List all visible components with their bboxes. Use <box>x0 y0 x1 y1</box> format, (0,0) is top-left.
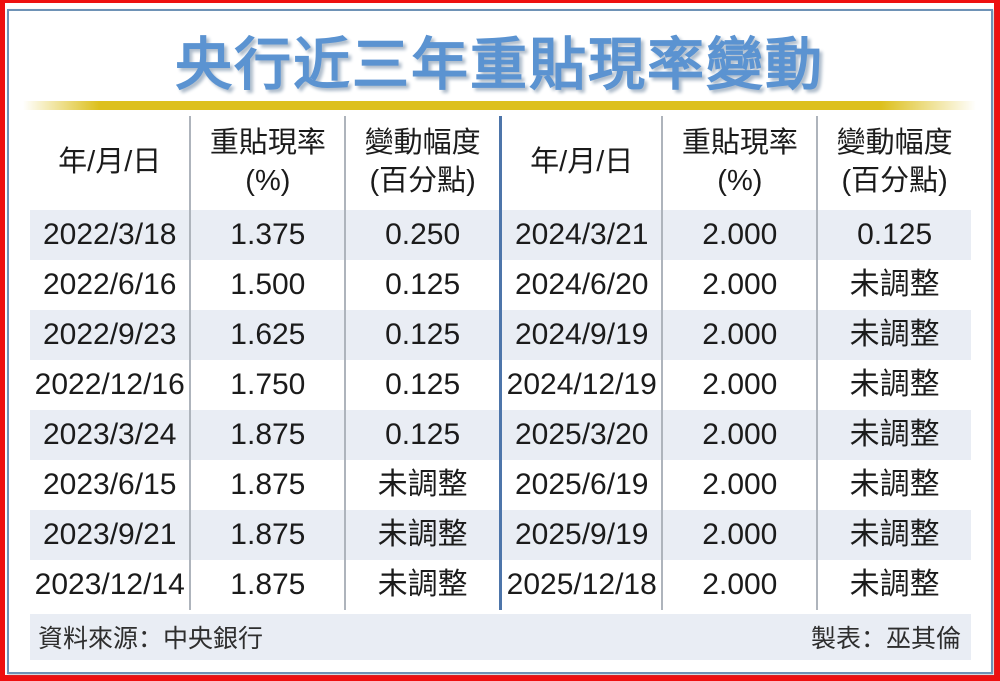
table-header-right: 年/月/日 重貼現率 (%) 變動幅度 (百分點) <box>502 116 971 210</box>
cell-rate: 1.875 <box>189 410 344 460</box>
cell-date: 2025/12/18 <box>506 568 657 601</box>
table-row: 2025/3/20 2.000 未調整 <box>502 410 971 460</box>
cell-rate: 1.375 <box>189 210 344 260</box>
table-row: 2025/12/18 2.000 未調整 <box>502 560 971 610</box>
table-row: 2024/3/21 2.000 0.125 <box>502 210 971 260</box>
cell-change: 未調整 <box>816 560 971 610</box>
header-date: 年/月/日 <box>502 116 661 210</box>
cell-rate: 1.875 <box>189 460 344 510</box>
table-left-half: 年/月/日 重貼現率 (%) 變動幅度 (百分點) 2022/3/18 1.37… <box>30 116 499 610</box>
table-rows-right: 2024/3/21 2.000 0.125 2024/6/20 2.000 未調… <box>502 210 971 610</box>
table-row: 2022/3/18 1.375 0.250 <box>30 210 499 260</box>
header-rate-line1: 重貼現率 <box>209 127 326 160</box>
table-row: 2025/9/19 2.000 未調整 <box>502 510 971 560</box>
cell-change: 未調整 <box>344 510 499 560</box>
cell-date: 2024/9/19 <box>514 318 649 351</box>
cell-rate: 1.875 <box>189 510 344 560</box>
header-date: 年/月/日 <box>30 116 189 210</box>
header-change: 變動幅度 (百分點) <box>344 116 499 210</box>
header-change-line1: 變動幅度 <box>364 127 481 160</box>
cell-change: 0.125 <box>816 210 971 260</box>
cell-change: 未調整 <box>816 460 971 510</box>
cell-date: 2022/9/23 <box>42 318 177 351</box>
header-date-label: 年/月/日 <box>530 146 634 179</box>
table-row: 2023/12/14 1.875 未調整 <box>30 560 499 610</box>
cell-date: 2023/6/15 <box>42 468 177 501</box>
table-header-left: 年/月/日 重貼現率 (%) 變動幅度 (百分點) <box>30 116 499 210</box>
content-panel: 央行近三年重貼現率變動 年/月/日 重貼現率 (%) 變動幅度 (百分點) <box>5 3 994 675</box>
header-rate: 重貼現率 (%) <box>189 116 344 210</box>
cell-change: 未調整 <box>816 410 971 460</box>
table-row: 2022/12/16 1.750 0.125 <box>30 360 499 410</box>
header-rate-line2: (%) <box>717 165 763 197</box>
cell-rate: 2.000 <box>661 260 816 310</box>
cell-date: 2023/9/21 <box>42 518 177 551</box>
cell-change: 未調整 <box>816 360 971 410</box>
header-date-label: 年/月/日 <box>58 146 162 179</box>
cell-date: 2024/12/19 <box>506 368 657 401</box>
cell-rate: 1.875 <box>189 560 344 610</box>
cell-change: 未調整 <box>344 560 499 610</box>
table-row: 2023/9/21 1.875 未調整 <box>30 510 499 560</box>
cell-rate: 1.750 <box>189 360 344 410</box>
header-rate: 重貼現率 (%) <box>661 116 816 210</box>
cell-date: 2024/6/20 <box>514 268 649 301</box>
table-row: 2023/3/24 1.875 0.125 <box>30 410 499 460</box>
table-rows-left: 2022/3/18 1.375 0.250 2022/6/16 1.500 0.… <box>30 210 499 610</box>
table-row: 2022/6/16 1.500 0.125 <box>30 260 499 310</box>
cell-change: 0.125 <box>344 410 499 460</box>
header-change: 變動幅度 (百分點) <box>816 116 971 210</box>
rate-table: 年/月/日 重貼現率 (%) 變動幅度 (百分點) 2022/3/18 1.37… <box>30 116 971 610</box>
credit-label: 製表：巫其倫 <box>810 625 961 653</box>
cell-rate: 2.000 <box>661 560 816 610</box>
cell-change: 0.125 <box>344 310 499 360</box>
header-change-line2: (百分點) <box>369 165 476 197</box>
header-rate-line2: (%) <box>245 165 291 197</box>
table-row: 2024/9/19 2.000 未調整 <box>502 310 971 360</box>
cell-rate: 2.000 <box>661 460 816 510</box>
cell-date: 2025/9/19 <box>514 518 649 551</box>
cell-change: 0.125 <box>344 360 499 410</box>
table-right-half: 年/月/日 重貼現率 (%) 變動幅度 (百分點) 2024/3/21 2.00… <box>499 116 971 610</box>
table-row: 2024/6/20 2.000 未調整 <box>502 260 971 310</box>
cell-rate: 1.500 <box>189 260 344 310</box>
cell-date: 2022/3/18 <box>42 218 177 251</box>
header-change-line2: (百分點) <box>841 165 948 197</box>
table-row: 2025/6/19 2.000 未調整 <box>502 460 971 510</box>
header-change-line1: 變動幅度 <box>836 127 953 160</box>
cell-date: 2022/6/16 <box>42 268 177 301</box>
cell-change: 未調整 <box>816 260 971 310</box>
cell-date: 2022/12/16 <box>34 368 185 401</box>
table-footer: 資料來源：中央銀行 製表：巫其倫 <box>30 614 971 660</box>
page-title: 央行近三年重貼現率變動 <box>175 33 824 97</box>
cell-date: 2025/3/20 <box>514 418 649 451</box>
cell-rate: 2.000 <box>661 310 816 360</box>
cell-date: 2025/6/19 <box>514 468 649 501</box>
cell-date: 2023/3/24 <box>42 418 177 451</box>
table-row: 2023/6/15 1.875 未調整 <box>30 460 499 510</box>
cell-change: 未調整 <box>344 460 499 510</box>
cell-rate: 2.000 <box>661 210 816 260</box>
cell-date: 2024/3/21 <box>514 218 649 251</box>
table-row: 2024/12/19 2.000 未調整 <box>502 360 971 410</box>
cell-change: 未調整 <box>816 310 971 360</box>
cell-change: 0.250 <box>344 210 499 260</box>
cell-date: 2023/12/14 <box>34 568 185 601</box>
table-row: 2022/9/23 1.625 0.125 <box>30 310 499 360</box>
cell-change: 未調整 <box>816 510 971 560</box>
cell-rate: 2.000 <box>661 410 816 460</box>
gold-divider-bar <box>23 101 976 110</box>
data-source-label: 資料來源：中央銀行 <box>38 625 264 653</box>
cell-rate: 1.625 <box>189 310 344 360</box>
cell-rate: 2.000 <box>661 510 816 560</box>
header-rate-line1: 重貼現率 <box>681 127 798 160</box>
cell-change: 0.125 <box>344 260 499 310</box>
cell-rate: 2.000 <box>661 360 816 410</box>
